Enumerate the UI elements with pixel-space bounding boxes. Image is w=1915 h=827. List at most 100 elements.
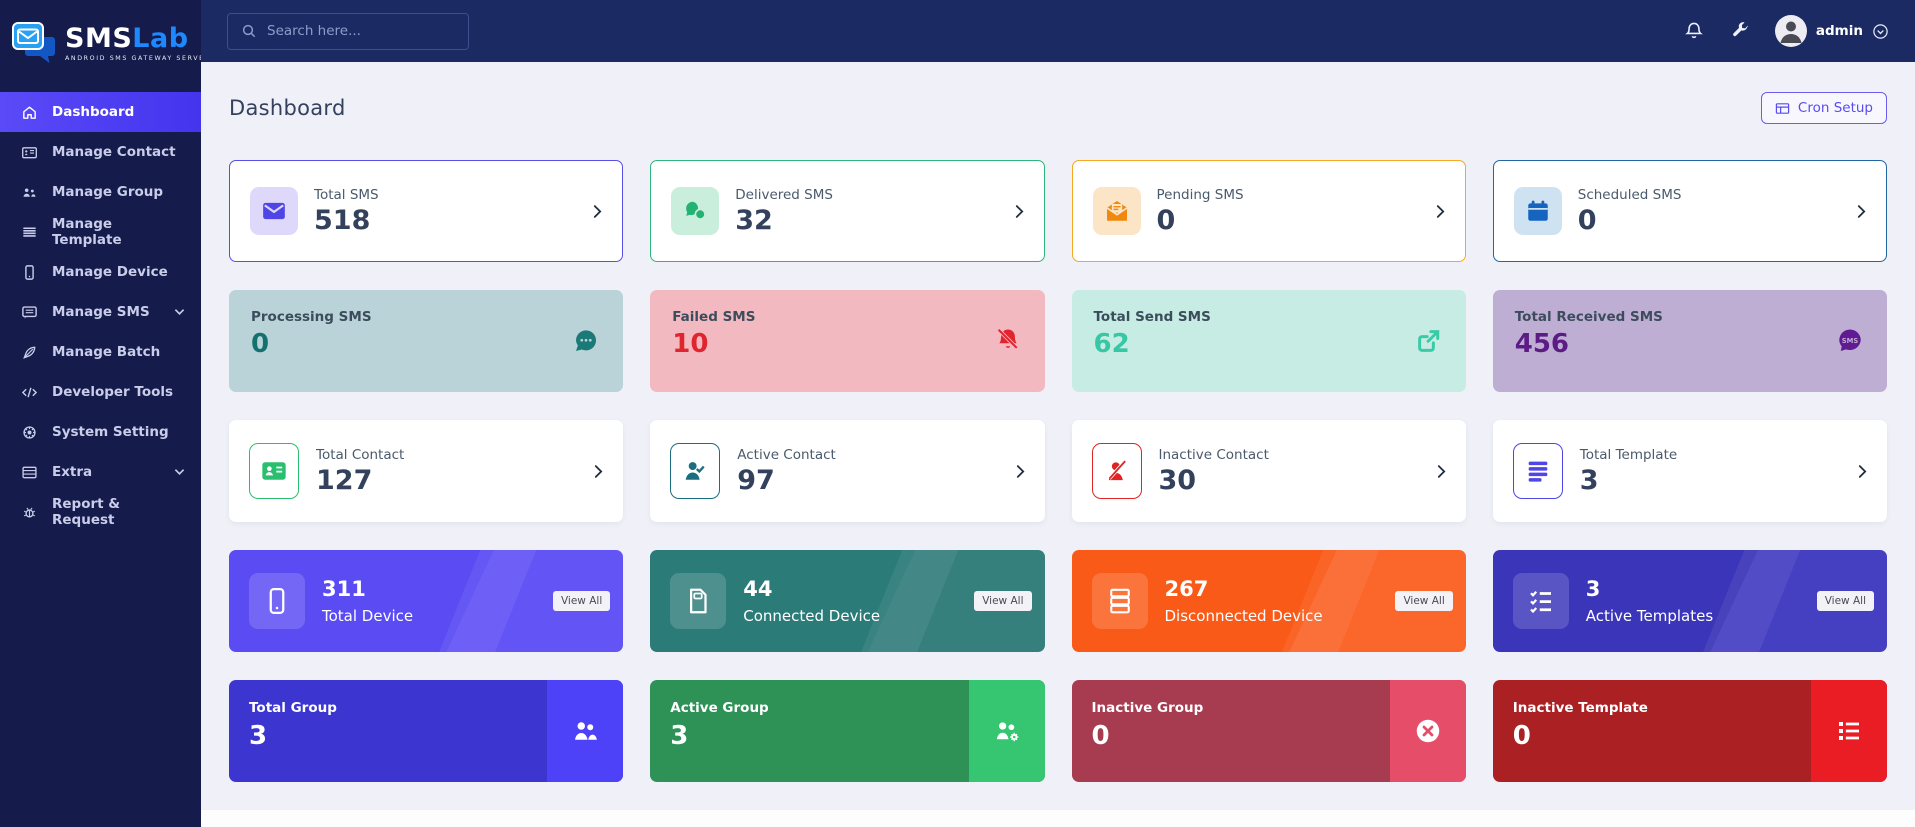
stat-value: 127 xyxy=(316,464,373,496)
sidebar-item-label: Report & Request xyxy=(52,496,121,528)
home-icon xyxy=(20,103,38,121)
stat-label: Active Group xyxy=(670,700,769,716)
main-content: Dashboard Cron Setup Total SMS 518 Delive… xyxy=(201,62,1915,810)
sidebar-item-manage-template[interactable]: Manage Template xyxy=(0,212,201,252)
chevron-down-icon xyxy=(174,468,185,476)
stats-row-2: Processing SMS 0 Failed SMS 10 Total Sen… xyxy=(229,290,1887,392)
stat-value: 10 xyxy=(672,329,709,359)
chevron-down-icon xyxy=(174,308,185,316)
group-gear-icon xyxy=(968,680,1045,782)
search-input[interactable] xyxy=(267,23,455,39)
card-pending-sms[interactable]: Pending SMS 0 xyxy=(1071,160,1466,262)
sidebar-item-extra[interactable]: Extra xyxy=(0,452,201,492)
card-inactive-template[interactable]: Inactive Template 0 xyxy=(1492,680,1887,782)
contact-card-icon xyxy=(249,443,299,499)
table-grid-icon xyxy=(1775,101,1790,116)
chevron-right-icon xyxy=(1857,204,1866,219)
sidebar-item-report-request[interactable]: Report & Request xyxy=(0,492,201,532)
sidebar-item-label: Manage Contact xyxy=(52,144,176,160)
sidebar-item-label: Manage Group xyxy=(52,184,164,200)
id-card-icon xyxy=(20,143,38,161)
chevron-right-icon xyxy=(1016,464,1025,479)
svg-text:SMS: SMS xyxy=(1842,337,1859,345)
view-all-button[interactable]: View All xyxy=(552,591,611,611)
stat-value: 44 xyxy=(743,577,773,601)
chevron-right-icon xyxy=(1437,464,1446,479)
card-inactive-contact[interactable]: Inactive Contact 30 xyxy=(1071,420,1466,522)
stat-label: Inactive Template xyxy=(1512,700,1648,716)
card-failed-sms[interactable]: Failed SMS 10 xyxy=(650,290,1045,392)
stat-label: Total SMS xyxy=(314,186,379,203)
topbar: admin xyxy=(201,0,1915,62)
card-inactive-group[interactable]: Inactive Group 0 xyxy=(1071,680,1466,782)
sidebar-item-dashboard[interactable]: Dashboard xyxy=(0,92,201,132)
extra-icon xyxy=(20,463,38,481)
card-total-send-sms[interactable]: Total Send SMS 62 xyxy=(1071,290,1466,392)
stat-value: 0 xyxy=(1577,204,1597,236)
notifications-bell-icon[interactable] xyxy=(1683,20,1705,42)
wrench-icon[interactable] xyxy=(1729,20,1751,42)
search-icon xyxy=(241,23,257,39)
stat-label: Inactive Group xyxy=(1091,700,1204,716)
view-all-button[interactable]: View All xyxy=(1816,591,1874,611)
card-connected-device[interactable]: 44 Connected Device View All xyxy=(650,550,1045,652)
envelope-icon xyxy=(250,187,298,235)
template-icon xyxy=(20,223,38,241)
brand-tagline: ANDROID SMS GATEWAY SERVER xyxy=(65,54,211,62)
stat-value: 3 xyxy=(1585,577,1601,601)
card-total-sms[interactable]: Total SMS 518 xyxy=(229,160,624,262)
view-all-button[interactable]: View All xyxy=(1395,591,1453,611)
sidebar-item-label: Dashboard xyxy=(52,104,135,120)
stat-label: Total Group xyxy=(249,700,337,716)
avatar xyxy=(1774,15,1807,47)
sidebar-item-label: Manage Device xyxy=(52,264,168,280)
stat-label: Inactive Contact xyxy=(1158,446,1269,463)
sidebar-item-manage-sms[interactable]: Manage SMS xyxy=(0,292,201,332)
cron-setup-button[interactable]: Cron Setup xyxy=(1760,92,1887,124)
card-total-contact[interactable]: Total Contact 127 xyxy=(229,420,624,522)
stat-value: 311 xyxy=(322,577,366,601)
card-scheduled-sms[interactable]: Scheduled SMS 0 xyxy=(1492,160,1887,262)
sidebar-item-developer-tools[interactable]: Developer Tools xyxy=(0,372,201,412)
sidebar-item-manage-contact[interactable]: Manage Contact xyxy=(0,132,201,172)
sms-icon xyxy=(20,303,38,321)
brand-logo[interactable]: SMSLab ANDROID SMS GATEWAY SERVER xyxy=(0,0,209,86)
user-check-icon xyxy=(670,443,721,499)
stat-value: 3 xyxy=(670,721,689,751)
stat-label: Total Send SMS xyxy=(1093,309,1211,325)
sidebar-item-manage-device[interactable]: Manage Device xyxy=(0,252,201,292)
stat-label: Total Received SMS xyxy=(1514,309,1663,325)
stat-label: Pending SMS xyxy=(1156,186,1244,203)
stats-row-5: Total Group 3 Active Group 3 Inactive Grou… xyxy=(229,680,1887,782)
server-stack-icon xyxy=(1091,573,1148,629)
sidebar-item-label: Manage Batch xyxy=(52,344,161,360)
search-box[interactable] xyxy=(227,12,469,50)
stat-label: Total Template xyxy=(1579,446,1678,463)
sidebar-item-manage-batch[interactable]: Manage Batch xyxy=(0,332,201,372)
sidebar-item-system-setting[interactable]: System Setting xyxy=(0,412,201,452)
card-total-received-sms[interactable]: Total Received SMS 456 SMS xyxy=(1492,290,1887,392)
card-active-templates[interactable]: 3 Active Templates View All xyxy=(1492,550,1887,652)
card-total-template[interactable]: Total Template 3 xyxy=(1492,420,1887,522)
card-delivered-sms[interactable]: Delivered SMS 32 xyxy=(650,160,1045,262)
card-total-device[interactable]: 311 Total Device View All xyxy=(229,550,624,652)
group-icon xyxy=(547,680,624,782)
chevron-right-icon xyxy=(1015,204,1024,219)
phone-icon xyxy=(249,573,305,629)
stat-label: Disconnected Device xyxy=(1164,607,1323,625)
stat-label: Processing SMS xyxy=(251,309,372,325)
chat-dots-icon xyxy=(571,326,601,356)
stats-row-4: 311 Total Device View All 44 Connected Dev… xyxy=(229,550,1887,652)
stat-value: 30 xyxy=(1158,464,1197,496)
sidebar-item-manage-group[interactable]: Manage Group xyxy=(0,172,201,212)
view-all-button[interactable]: View All xyxy=(974,591,1032,611)
card-active-contact[interactable]: Active Contact 97 xyxy=(650,420,1045,522)
stat-value: 32 xyxy=(735,204,773,236)
settings-icon xyxy=(20,423,38,441)
card-processing-sms[interactable]: Processing SMS 0 xyxy=(229,290,624,392)
card-total-group[interactable]: Total Group 3 xyxy=(229,680,624,782)
profile-menu[interactable]: admin xyxy=(1774,15,1889,47)
card-active-group[interactable]: Active Group 3 xyxy=(650,680,1045,782)
card-disconnected-device[interactable]: 267 Disconnected Device View All xyxy=(1071,550,1466,652)
user-slash-icon xyxy=(1091,443,1142,499)
